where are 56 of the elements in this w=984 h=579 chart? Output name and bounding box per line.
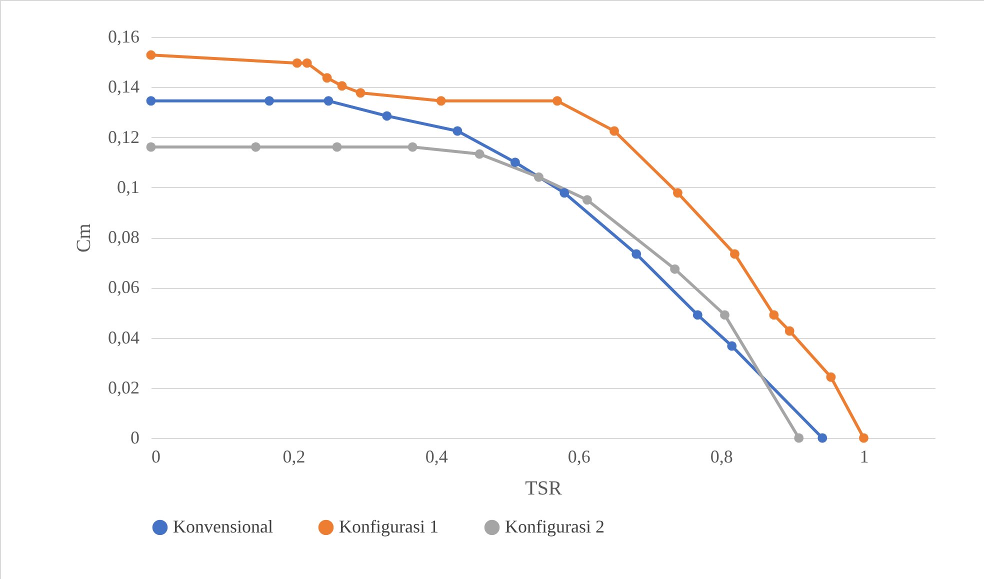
y-tick-label: 0,14	[108, 76, 140, 97]
point	[332, 142, 342, 152]
x-tick-label: 0,2	[282, 446, 306, 466]
point	[408, 142, 418, 152]
point	[552, 96, 562, 106]
y-tick-label: 0,04	[108, 327, 140, 348]
x-tick-label: 1	[860, 446, 869, 466]
point	[146, 96, 156, 106]
point	[610, 126, 620, 136]
x-tick-label: 0,8	[710, 446, 733, 466]
point	[794, 433, 804, 443]
y-axis-title: Cm	[73, 223, 95, 252]
y-tick-label: 0,12	[108, 126, 140, 147]
legend-label: Konfigurasi 1	[339, 516, 438, 536]
legend-label: Konfigurasi 2	[505, 516, 604, 536]
point	[826, 372, 836, 382]
point	[436, 96, 446, 106]
x-tick-label: 0,4	[425, 446, 448, 466]
point	[720, 310, 730, 320]
legend-label: Konvensional	[173, 516, 273, 536]
point	[302, 58, 312, 68]
point	[818, 433, 828, 443]
point	[146, 50, 156, 60]
point	[730, 249, 740, 259]
point	[324, 96, 334, 106]
point	[474, 149, 484, 159]
point	[692, 310, 702, 320]
point	[337, 81, 347, 91]
y-tick-label: 0,02	[108, 377, 140, 398]
y-tick-label: 0,16	[108, 26, 140, 46]
y-tick-label: 0,06	[108, 277, 140, 298]
point	[560, 188, 570, 198]
point	[582, 195, 592, 205]
point	[858, 433, 868, 443]
point	[452, 126, 462, 136]
point	[251, 142, 261, 152]
x-axis-title: TSR	[525, 478, 562, 500]
point	[322, 73, 332, 83]
x-tick-label: 0,6	[568, 446, 590, 466]
point	[670, 264, 680, 274]
point	[382, 111, 392, 121]
point	[784, 326, 794, 336]
point	[510, 158, 520, 168]
y-tick-label: 0	[130, 428, 140, 448]
point	[292, 58, 302, 68]
point	[672, 188, 682, 198]
point	[356, 88, 366, 98]
y-tick-label: 0,08	[108, 227, 140, 247]
point	[632, 249, 642, 259]
y-tick-label: 0,1	[117, 176, 140, 197]
point	[146, 142, 156, 152]
x-tick-label: 0	[152, 446, 160, 466]
point	[534, 172, 544, 182]
point	[264, 96, 274, 106]
point	[769, 310, 779, 320]
point	[727, 341, 737, 351]
